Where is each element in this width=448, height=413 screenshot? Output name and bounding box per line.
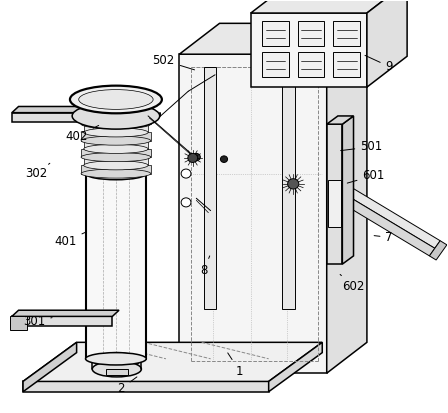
Ellipse shape xyxy=(84,145,148,153)
Polygon shape xyxy=(327,180,341,227)
Polygon shape xyxy=(12,113,148,122)
Polygon shape xyxy=(23,342,77,392)
Ellipse shape xyxy=(192,153,200,161)
Bar xyxy=(262,21,289,46)
Text: 401: 401 xyxy=(54,233,85,248)
Text: 302: 302 xyxy=(25,163,50,180)
Polygon shape xyxy=(327,187,435,256)
Text: 2: 2 xyxy=(117,377,137,395)
Text: 601: 601 xyxy=(347,169,385,183)
Ellipse shape xyxy=(82,110,150,122)
Polygon shape xyxy=(179,23,367,54)
Polygon shape xyxy=(12,310,119,316)
Polygon shape xyxy=(9,316,26,330)
Polygon shape xyxy=(81,116,151,124)
Bar xyxy=(262,52,289,77)
Text: 8: 8 xyxy=(200,256,210,277)
Ellipse shape xyxy=(181,198,191,207)
Polygon shape xyxy=(342,116,353,264)
Polygon shape xyxy=(23,382,269,392)
Ellipse shape xyxy=(81,169,151,178)
Polygon shape xyxy=(251,0,407,13)
Ellipse shape xyxy=(79,90,153,109)
Ellipse shape xyxy=(84,161,148,170)
Polygon shape xyxy=(84,157,148,165)
Ellipse shape xyxy=(81,120,151,129)
Ellipse shape xyxy=(72,103,159,129)
Polygon shape xyxy=(84,124,148,133)
Ellipse shape xyxy=(84,128,148,137)
Ellipse shape xyxy=(81,152,151,161)
Polygon shape xyxy=(81,149,151,157)
Ellipse shape xyxy=(81,136,151,145)
Polygon shape xyxy=(327,23,367,373)
Ellipse shape xyxy=(181,169,191,178)
Text: 402: 402 xyxy=(65,126,99,143)
Polygon shape xyxy=(12,316,112,326)
Ellipse shape xyxy=(92,361,142,377)
Text: 7: 7 xyxy=(374,231,393,244)
Bar xyxy=(333,21,360,46)
Polygon shape xyxy=(327,116,353,124)
Polygon shape xyxy=(269,342,322,392)
Polygon shape xyxy=(332,179,440,248)
Text: 9: 9 xyxy=(365,55,393,73)
Text: 602: 602 xyxy=(340,274,365,293)
Polygon shape xyxy=(12,107,155,113)
Polygon shape xyxy=(282,66,295,309)
Polygon shape xyxy=(106,369,128,375)
Bar xyxy=(333,52,360,77)
Text: 1: 1 xyxy=(228,353,243,377)
Bar xyxy=(297,52,324,77)
Polygon shape xyxy=(23,342,322,382)
Text: 301: 301 xyxy=(23,315,52,328)
Ellipse shape xyxy=(220,156,228,162)
Polygon shape xyxy=(430,241,447,260)
Text: 502: 502 xyxy=(153,54,194,70)
Text: 501: 501 xyxy=(340,140,383,153)
Polygon shape xyxy=(367,0,407,87)
Polygon shape xyxy=(81,133,151,141)
Polygon shape xyxy=(251,13,367,87)
Polygon shape xyxy=(81,165,151,173)
Polygon shape xyxy=(179,54,327,373)
Ellipse shape xyxy=(288,179,299,189)
Ellipse shape xyxy=(70,85,162,113)
Ellipse shape xyxy=(86,353,146,365)
Ellipse shape xyxy=(188,153,198,162)
Polygon shape xyxy=(204,66,216,309)
Polygon shape xyxy=(86,173,146,359)
Bar xyxy=(297,21,324,46)
Polygon shape xyxy=(84,141,148,149)
Ellipse shape xyxy=(86,167,146,180)
Ellipse shape xyxy=(95,353,139,369)
Polygon shape xyxy=(327,124,342,264)
